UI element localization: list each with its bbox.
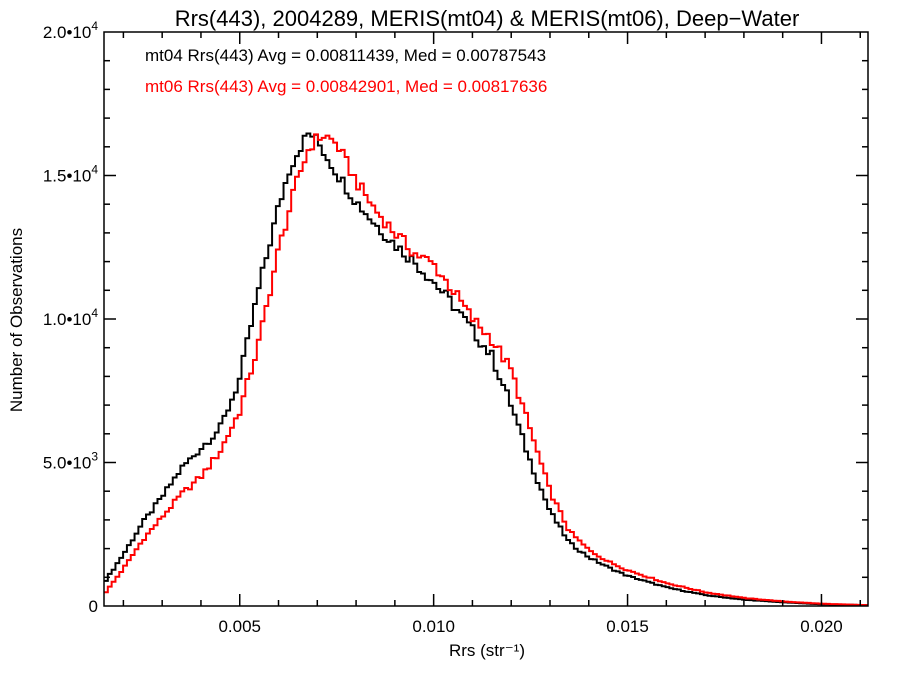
y-axis-label: Number of Observations bbox=[7, 228, 26, 412]
x-tick-label: 0.015 bbox=[606, 617, 649, 636]
series-line-0 bbox=[104, 132, 868, 607]
chart-title: Rrs(443), 2004289, MERIS(mt04) & MERIS(m… bbox=[175, 6, 800, 31]
x-tick-label: 0.005 bbox=[218, 617, 261, 636]
y-tick-label: 1.0•104 bbox=[43, 306, 99, 329]
plot-frame bbox=[103, 31, 869, 607]
annotation-mt06: mt06 Rrs(443) Avg = 0.00842901, Med = 0.… bbox=[145, 77, 547, 96]
y-tick-label: 1.5•104 bbox=[43, 163, 99, 186]
y-tick-label: 2.0•104 bbox=[43, 19, 99, 42]
series-line-1 bbox=[104, 133, 868, 607]
x-axis-label: Rrs (str⁻¹) bbox=[449, 641, 525, 660]
x-tick-label: 0.020 bbox=[800, 617, 843, 636]
series-layer bbox=[104, 132, 868, 607]
y-tick-label: 0 bbox=[89, 597, 98, 616]
y-tick-label: 5.0•103 bbox=[43, 450, 99, 473]
annotation-mt04: mt04 Rrs(443) Avg = 0.00811439, Med = 0.… bbox=[145, 46, 546, 65]
x-tick-label: 0.010 bbox=[412, 617, 455, 636]
ticks-layer: 0.005 0.010 0.015 0.020 0 5.0•103 1.0•104 1.5•1… bbox=[43, 19, 868, 636]
